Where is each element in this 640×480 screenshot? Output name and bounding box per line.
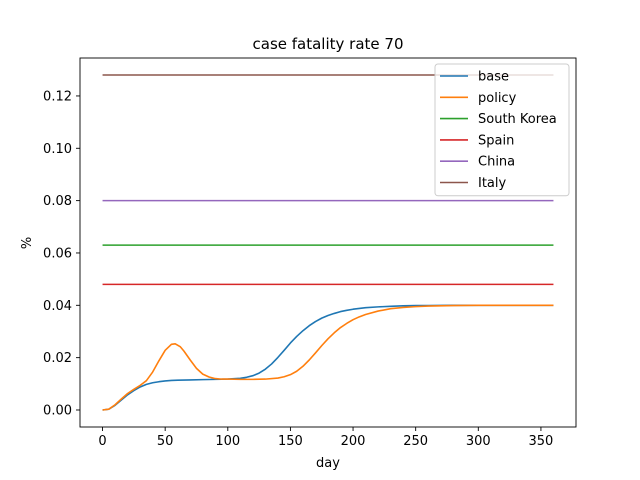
series-layer <box>102 74 554 411</box>
y-tick-label: 0.12 <box>43 89 72 104</box>
x-tick-label: 50 <box>157 434 174 449</box>
legend-label: South Korea <box>478 112 557 127</box>
y-tick-label: 0.00 <box>43 403 72 418</box>
y-tick-label: 0.10 <box>43 142 72 157</box>
legend-label: China <box>478 155 515 170</box>
x-tick-label: 0 <box>98 434 106 449</box>
x-axis-label: day <box>316 456 340 471</box>
x-tick-label: 250 <box>403 434 428 449</box>
y-tick-label: 0.04 <box>43 299 72 314</box>
series-line-base <box>102 304 554 411</box>
plot-frame <box>79 57 577 428</box>
y-tick-label: 0.06 <box>43 246 72 261</box>
x-tick-label: 100 <box>215 434 240 449</box>
axes-layer: 0 50 100 150 200 250 300 350 0.00 0.02 0.04 0.06 0.0… <box>43 57 577 449</box>
x-tick-label: 300 <box>466 434 491 449</box>
y-axis-label: % <box>20 237 35 249</box>
series-line-policy <box>102 304 554 411</box>
legend-label: policy <box>478 91 517 106</box>
x-tick-label: 350 <box>529 434 554 449</box>
legend-label: Spain <box>478 133 514 148</box>
legend-label: base <box>478 70 509 85</box>
x-tick-label: 150 <box>278 434 303 449</box>
legend: base policy South Korea Spain China Italy <box>434 63 570 197</box>
y-tick-label: 0.02 <box>43 351 72 366</box>
y-tick-label: 0.08 <box>43 194 72 209</box>
legend-box <box>434 63 570 197</box>
legend-label: Italy <box>478 176 507 191</box>
chart-title: case fatality rate 70 <box>253 35 404 53</box>
x-tick-label: 200 <box>341 434 366 449</box>
